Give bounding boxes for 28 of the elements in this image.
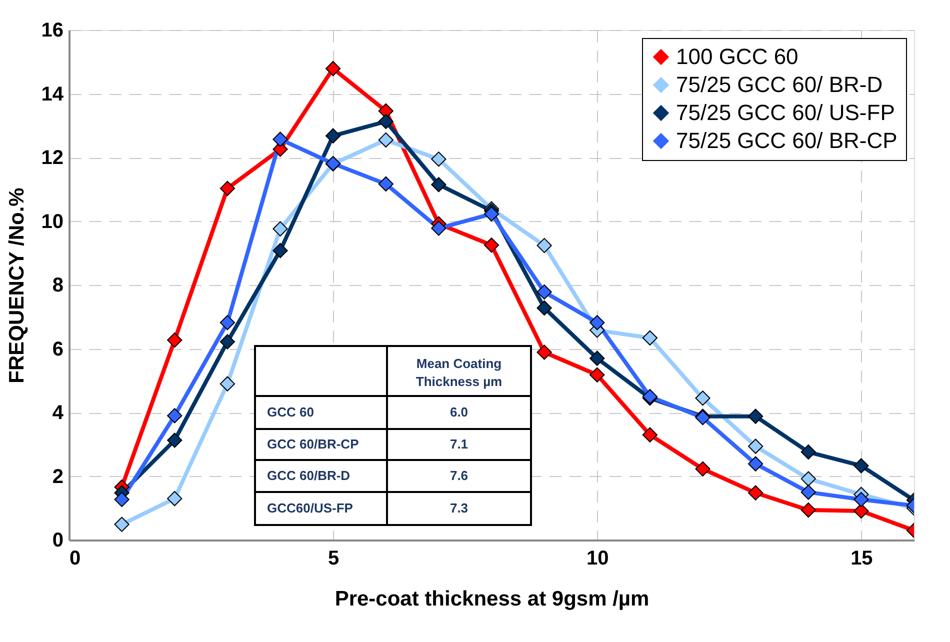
x-tick-label: 15 [850, 548, 873, 570]
legend-label: 75/25 GCC 60/ US-FP [676, 100, 895, 125]
y-axis-title: FREQUENCY /No.% [5, 187, 28, 384]
y-tick-label: 6 [52, 338, 64, 360]
y-tick-label: 16 [41, 20, 64, 42]
annotation: GCC 60/BR-CP [267, 436, 360, 452]
legend-label: 100 GCC 60 [676, 44, 798, 69]
annotation: 6.0 [450, 404, 468, 420]
y-tick-label: 4 [52, 402, 64, 424]
y-tick-label: 12 [41, 147, 64, 169]
annotation: GCC 60/BR-D [267, 468, 350, 483]
annotation: 7.1 [450, 436, 468, 452]
y-tick-label: 0 [52, 530, 64, 552]
x-tick-label: 5 [328, 548, 340, 570]
legend-label: 75/25 GCC 60/ BR-D [676, 72, 883, 97]
annotation: 7.6 [450, 468, 468, 483]
x-tick-label: 10 [586, 548, 609, 570]
annotation: 7.3 [450, 500, 468, 516]
y-tick-label: 2 [52, 466, 64, 488]
legend-label: 75/25 GCC 60/ BR-CP [676, 128, 898, 153]
y-tick-label: 10 [41, 210, 64, 233]
annotation: GCC60/US-FP [267, 500, 354, 516]
x-tick-label: 0 [70, 548, 81, 570]
y-tick-label: 8 [52, 274, 64, 296]
x-axis-title: Pre-coat thickness at 9gsm /µm [334, 588, 650, 610]
annotation: GCC 60 [267, 404, 314, 420]
y-tick-label: 14 [41, 83, 64, 106]
annotation: Mean Coating Thickness µm [416, 356, 502, 389]
